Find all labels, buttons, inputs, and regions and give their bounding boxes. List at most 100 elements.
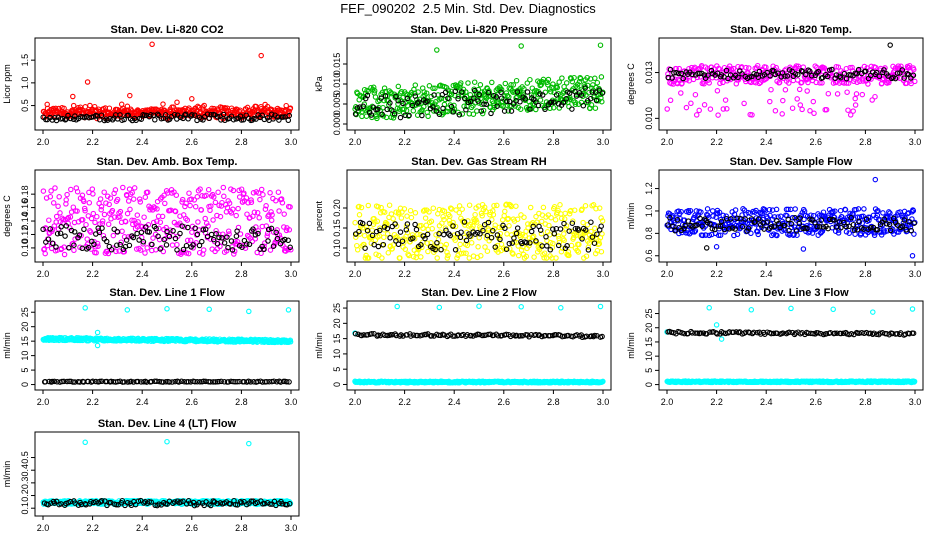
data-point — [807, 108, 813, 114]
data-point — [795, 71, 801, 78]
data-point — [489, 217, 495, 223]
data-point — [678, 90, 684, 96]
data-point — [424, 98, 430, 104]
data-point — [779, 111, 785, 117]
data-point — [68, 227, 75, 234]
data-point — [117, 208, 124, 215]
y-axis-label: Licor ppm — [2, 64, 12, 104]
data-point — [96, 229, 103, 236]
data-point — [371, 87, 378, 94]
data-point — [203, 220, 210, 226]
data-point — [71, 229, 78, 235]
data-point — [792, 206, 798, 212]
data-point — [61, 105, 67, 112]
data-point — [205, 186, 212, 193]
data-point — [171, 111, 178, 118]
data-point — [470, 223, 476, 229]
data-point — [578, 92, 585, 98]
y-tick-label: 5 — [644, 368, 654, 373]
data-point — [280, 114, 286, 120]
data-point — [237, 231, 244, 237]
data-point — [597, 42, 604, 48]
data-point — [518, 304, 524, 310]
x-tick-label: 2.2 — [398, 137, 411, 147]
data-point — [389, 223, 396, 230]
x-tick-label: 2.2 — [86, 397, 99, 407]
data-point — [221, 193, 227, 200]
data-point — [206, 306, 212, 313]
data-point — [580, 102, 587, 109]
data-point — [467, 221, 473, 228]
data-point — [162, 112, 169, 118]
y-tick-label: 0.010 — [644, 107, 654, 130]
data-point — [829, 66, 835, 73]
data-point — [126, 186, 133, 192]
data-point — [799, 106, 805, 113]
data-point — [688, 100, 694, 107]
data-point — [457, 241, 463, 248]
data-point — [395, 241, 402, 248]
x-tick-label: 2.0 — [661, 397, 674, 407]
data-point — [127, 206, 133, 213]
data-point — [375, 204, 381, 210]
data-point — [62, 233, 68, 239]
data-point — [420, 225, 426, 232]
data-point — [542, 89, 549, 96]
y-tick-label: 20 — [644, 323, 654, 333]
data-point — [693, 112, 700, 118]
data-point — [501, 108, 508, 114]
data-point — [401, 206, 408, 212]
data-point — [797, 102, 804, 108]
data-point — [144, 245, 150, 251]
data-point — [811, 110, 817, 117]
data-point — [722, 97, 729, 103]
data-point — [142, 250, 148, 256]
data-point — [163, 242, 170, 248]
data-point — [250, 226, 256, 232]
data-point — [480, 107, 487, 114]
data-point — [415, 89, 421, 95]
data-point — [555, 242, 562, 249]
data-point — [853, 71, 860, 77]
data-point — [184, 217, 191, 223]
data-point — [443, 241, 450, 248]
data-point — [563, 80, 570, 86]
chart-title: Stan. Dev. Gas Stream RH — [411, 156, 547, 168]
data-point — [170, 228, 176, 234]
data-point — [491, 202, 497, 209]
data-point — [200, 227, 206, 233]
data-point — [412, 210, 419, 216]
data-point — [455, 247, 462, 253]
data-point — [484, 248, 491, 254]
data-point — [697, 70, 703, 77]
data-point — [134, 212, 141, 218]
data-point — [356, 203, 362, 210]
data-point — [356, 212, 363, 218]
data-point — [54, 230, 61, 237]
data-point — [372, 94, 379, 100]
series-black — [352, 330, 605, 341]
data-point — [182, 203, 188, 210]
data-point — [397, 114, 404, 121]
data-point — [183, 215, 189, 222]
data-point — [533, 99, 539, 105]
data-point — [593, 97, 600, 104]
data-point — [244, 211, 250, 217]
x-tick-label: 2.8 — [547, 137, 560, 147]
y-tick-label: 0.6 — [644, 250, 654, 263]
data-point — [471, 79, 478, 85]
data-point — [810, 98, 817, 105]
data-point — [523, 253, 530, 260]
data-point — [245, 200, 251, 206]
data-point — [268, 111, 275, 118]
data-point — [704, 206, 711, 212]
data-point — [505, 215, 512, 222]
data-point — [195, 219, 201, 225]
data-point — [191, 197, 198, 203]
data-point — [149, 41, 155, 48]
data-point — [452, 247, 459, 253]
data-point — [456, 209, 463, 216]
x-tick-label: 2.6 — [810, 269, 823, 279]
data-point — [70, 93, 76, 100]
